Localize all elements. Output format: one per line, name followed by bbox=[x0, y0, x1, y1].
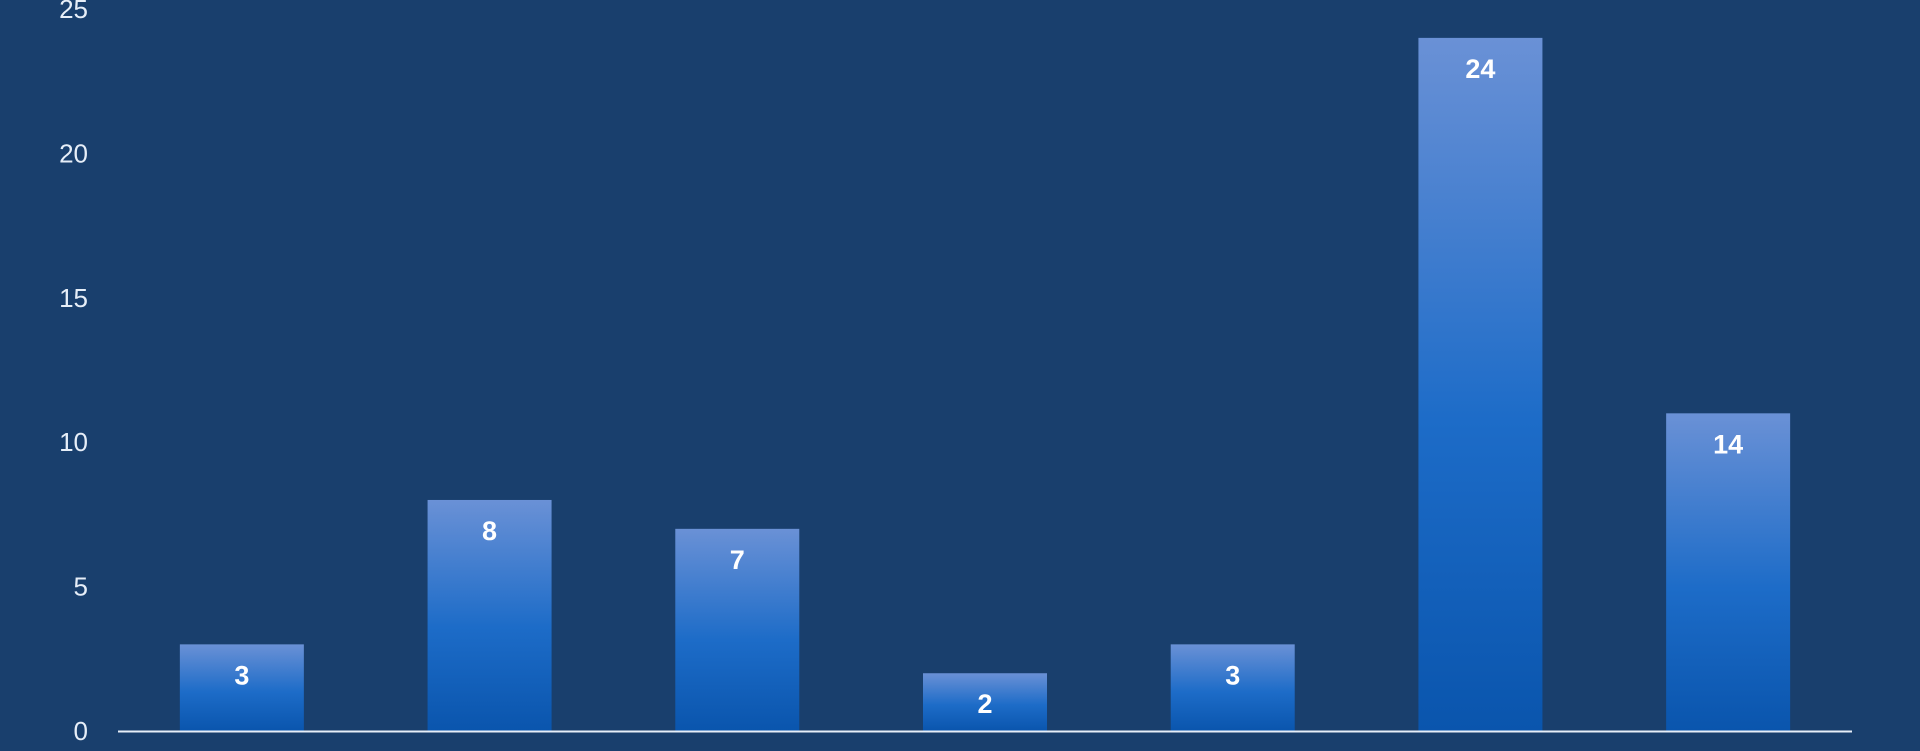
bar bbox=[1666, 413, 1791, 731]
bar bbox=[923, 673, 1047, 731]
y-tick-label: 10 bbox=[59, 427, 88, 457]
y-axis: 0 5 10 15 20 25 bbox=[59, 0, 88, 746]
data-labels: 3 8 7 2 3 24 14 bbox=[234, 54, 1743, 719]
y-tick-label: 5 bbox=[74, 572, 88, 602]
bar bbox=[1418, 37, 1543, 731]
bar-value-label: 3 bbox=[1225, 660, 1240, 690]
bar-value-label: 3 bbox=[234, 660, 249, 690]
bar-value-label: 14 bbox=[1713, 429, 1743, 459]
bar bbox=[675, 528, 800, 731]
bar-value-label: 24 bbox=[1465, 54, 1495, 84]
bar bbox=[179, 644, 304, 731]
bar bbox=[1170, 644, 1295, 731]
y-tick-label: 15 bbox=[59, 283, 88, 313]
bars bbox=[179, 37, 1791, 731]
bar bbox=[427, 499, 552, 731]
y-tick-label: 20 bbox=[59, 138, 88, 168]
y-tick-label: 25 bbox=[59, 0, 88, 24]
bar-value-label: 7 bbox=[730, 545, 745, 575]
bar-value-label: 2 bbox=[977, 689, 992, 719]
y-tick-label: 0 bbox=[74, 716, 88, 746]
bar-value-label: 8 bbox=[482, 516, 497, 546]
